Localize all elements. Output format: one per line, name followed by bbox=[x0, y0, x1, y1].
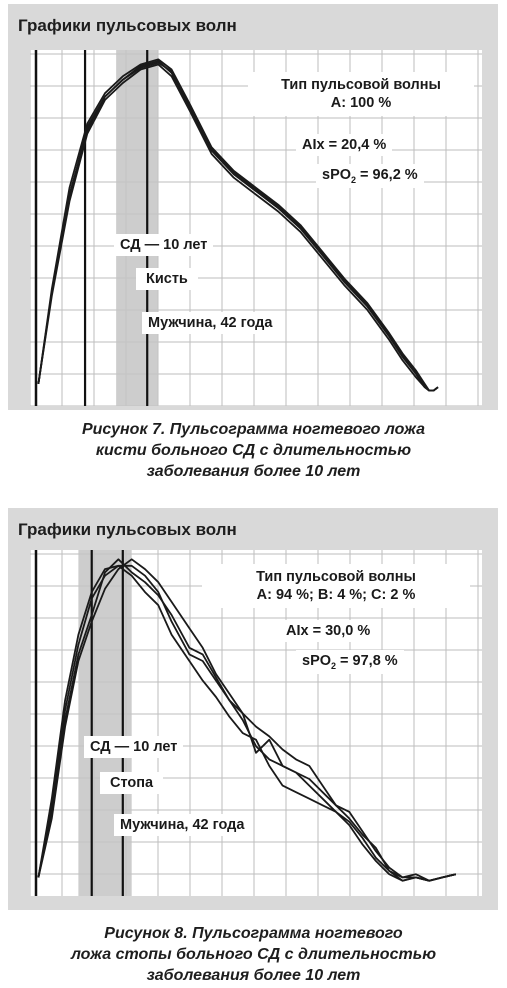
caption-line: заболевания более 10 лет bbox=[146, 966, 361, 984]
wave-series-4 bbox=[37, 564, 457, 882]
wave-type-box: Тип пульсовой волны A: 100 % bbox=[248, 72, 474, 116]
wave-series-3 bbox=[37, 558, 457, 882]
spo2-label: sPO2 = 97,8 % bbox=[296, 650, 404, 675]
wave-type-label: Тип пульсовой волны bbox=[281, 77, 441, 93]
wave-series-1 bbox=[37, 558, 457, 882]
duration-label: СД — 10 лет bbox=[84, 736, 184, 759]
patient-label: Мужчина, 42 года bbox=[114, 814, 251, 837]
chart-title: Графики пульсовых волн bbox=[18, 520, 237, 539]
chart-title: Графики пульсовых волн bbox=[18, 16, 237, 35]
wave-series-4 bbox=[37, 61, 439, 392]
duration-label: СД — 10 лет bbox=[114, 234, 214, 257]
spo2-label: sPO2 = 96,2 % bbox=[316, 164, 424, 189]
wave-series-2 bbox=[37, 58, 439, 392]
site-label: Стопа bbox=[100, 772, 164, 795]
wave-type-label: Тип пульсовой волны bbox=[256, 569, 416, 585]
wave-type-value: A: 100 % bbox=[330, 95, 392, 112]
shaded-band bbox=[116, 50, 159, 406]
chart-panel-foot: Графики пульсовых волн Тип пульсовой вол… bbox=[8, 508, 498, 910]
aix-label: AIx = 20,4 % bbox=[296, 134, 393, 157]
wave-type-box: Тип пульсовой волны A: 94 %; B: 4 %; C: … bbox=[202, 564, 470, 608]
caption-line: заболевания более 10 лет bbox=[146, 462, 361, 480]
site-label: Кисть bbox=[136, 268, 198, 291]
aix-label: AIx = 30,0 % bbox=[280, 620, 377, 643]
plot-area: Тип пульсовой волны A: 94 %; B: 4 %; C: … bbox=[30, 550, 482, 896]
patient-label: Мужчина, 42 года bbox=[142, 312, 279, 335]
caption-line: ложа стопы больного СД с длительностью bbox=[70, 945, 437, 963]
caption-line: Рисунок 7. Пульсограмма ногтевого ложа bbox=[81, 421, 426, 438]
caption-line: кисти больного СД с длительностью bbox=[95, 441, 412, 459]
plot-area: Тип пульсовой волны A: 100 % AIx = 20,4 … bbox=[30, 50, 482, 406]
caption-line: Рисунок 8. Пульсограмма ногтевого bbox=[104, 925, 403, 942]
wave-series-3 bbox=[37, 63, 439, 392]
figure-caption-8: Рисунок 8. Пульсограмма ногтевого ложа с… bbox=[0, 924, 507, 986]
wave-type-value: A: 94 %; B: 4 %; C: 2 % bbox=[256, 587, 416, 604]
chart-panel-hand: Графики пульсовых волн Тип пульсовой вол… bbox=[8, 4, 498, 410]
figure-caption-7: Рисунок 7. Пульсограмма ногтевого ложа к… bbox=[0, 420, 507, 482]
